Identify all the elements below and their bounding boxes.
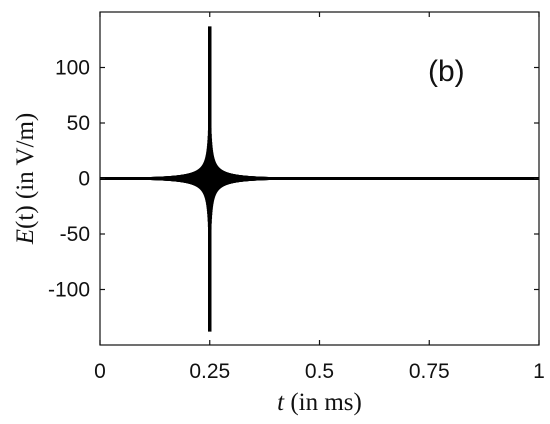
x-tick-label: 0.5 [305,360,334,383]
x-axis-label: t (in ms) [277,389,362,416]
panel-label: (b) [428,55,465,88]
x-axis-ticks: 0 0.25 0.5 0.75 1 [94,12,545,383]
x-tick-label: 0.75 [409,360,450,383]
y-tick-label: 0 [78,168,90,191]
y-tick-label: -100 [48,279,90,302]
y-axis-ticks: 100 50 0 -50 -100 [48,57,539,302]
y-tick-label: 100 [55,57,90,80]
x-tick-label: 0 [94,360,106,383]
signal-trace [100,26,539,332]
x-tick-label: 1 [533,360,545,383]
plot-area: 0 0.25 0.5 0.75 1 100 50 0 -50 -100 [48,11,545,383]
y-tick-label: -50 [60,223,90,246]
y-axis-label: E(t) (in V/m) [12,113,39,245]
y-tick-label: 50 [67,112,90,135]
x-tick-label: 0.25 [189,360,230,383]
